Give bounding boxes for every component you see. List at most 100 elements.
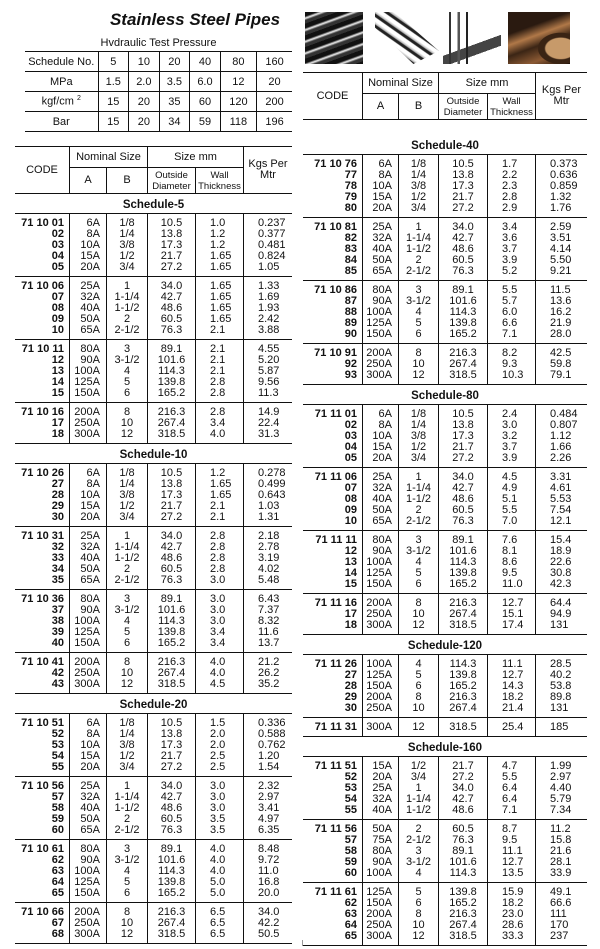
- table-cell: 101.6: [449, 856, 477, 868]
- table-cell: 2.5: [210, 750, 226, 762]
- table-cell: 5.5: [502, 771, 518, 783]
- outside-diameter-column: 139.8 165.2 216.3 267.4 318.5: [438, 883, 487, 945]
- table-cell: 4: [415, 658, 422, 670]
- schedule-section: Schedule-40 71 10 76 77 78 79 80 6A 8A 10A 15A 20A…: [303, 135, 587, 385]
- outside-diameter-column: 89.1 101.6 114.3 139.8 165.2: [147, 340, 195, 402]
- code-column: 71 10 01 02 03 04 05: [15, 214, 69, 276]
- table-cell: 38: [51, 615, 64, 627]
- pipe-bundle-photo: [305, 12, 363, 64]
- row-group: 71 11 26 27 28 29 30 100A 125A 150A 200A 250A 4 5 6 8…: [303, 654, 587, 717]
- code-column: 71 10 86 87 88 89 90: [303, 281, 362, 343]
- table-cell: 53: [51, 739, 64, 751]
- table-cell: 150A: [74, 637, 100, 649]
- table-cell: 1-1/4: [405, 232, 432, 244]
- table-cell: 125A: [366, 317, 392, 329]
- table-cell: 114.3: [158, 865, 185, 877]
- table-cell: 4.5: [210, 678, 226, 690]
- row-group: 71 11 61 62 63 64 65 125A 150A 200A 250A 300A 5 6 8 1…: [303, 882, 587, 946]
- pressure-row-label: MPa: [25, 71, 98, 92]
- table-cell: 40: [51, 637, 64, 649]
- table-cell: 2.2: [502, 169, 518, 181]
- header-wall-thickness: Wall Thickness: [195, 167, 243, 193]
- table-cell: 5: [415, 669, 422, 681]
- cell-text: 1.5: [105, 75, 121, 88]
- nominal-b-column: 8 10 12: [106, 903, 147, 943]
- cell-text: 3.5: [166, 75, 183, 88]
- table-cell: 34.0: [452, 221, 474, 233]
- table-cell: 1/2: [410, 191, 427, 203]
- table-cell: 150A: [366, 578, 392, 590]
- schedule-section: Schedule-160 71 11 51 52 53 54 55 15A 20A 25A 32A…: [303, 737, 587, 946]
- table-cell: 12: [51, 354, 64, 366]
- table-cell: 16.8: [258, 876, 280, 888]
- cell-text: 60: [198, 95, 212, 108]
- table-cell: 66.6: [550, 897, 572, 909]
- table-cell: 150A: [366, 897, 392, 909]
- table-cell: 3.7: [502, 441, 518, 453]
- cell-text: 10: [137, 55, 150, 68]
- table-cell: 165.2: [449, 897, 477, 909]
- wall-thickness-column: 8.7 9.5 11.1 12.7 13.5: [487, 820, 535, 882]
- pressure-row-label: Bar: [25, 111, 98, 132]
- table-cell: 6: [415, 680, 422, 692]
- kgs-per-mtr-column: 1.99 2.97 4.40 5.79 7.34: [535, 757, 587, 819]
- table-cell: 50.5: [258, 928, 280, 940]
- table-cell: 8A: [86, 228, 100, 240]
- table-cell: 6.5: [210, 928, 226, 940]
- table-cell: 71 10 81: [314, 221, 357, 233]
- table-cell: 12.7: [502, 856, 524, 868]
- schedule-title: Schedule-5: [122, 199, 185, 211]
- table-cell: 8: [123, 656, 131, 668]
- wall-thickness-column: 3.0 3.0 3.0 3.4 3.4: [195, 590, 243, 652]
- table-cell: 10.5: [452, 158, 474, 170]
- table-cell: 2.8: [210, 387, 226, 399]
- table-cell: 1/8: [119, 217, 135, 229]
- schedule-title: Schedule-20: [119, 699, 188, 711]
- code-column: 71 11 56 57 58 59 60: [303, 820, 362, 882]
- outside-diameter-column: 318.5: [438, 718, 487, 736]
- table-cell: 12.7: [502, 669, 524, 681]
- outside-diameter-column: 34.0 42.7 48.6 60.5 76.3: [147, 777, 195, 839]
- table-cell: 52: [344, 771, 357, 783]
- table-cell: 267.4: [449, 608, 477, 620]
- table-cell: 62: [344, 897, 357, 909]
- table-cell: 4.0: [210, 854, 226, 866]
- table-cell: 76.3: [452, 834, 474, 846]
- table-cell: 71 11 26: [314, 658, 357, 670]
- cell-text: 200: [265, 95, 284, 108]
- table-cell: 8.6: [502, 556, 518, 568]
- outside-diameter-column: 10.5 13.8 17.3 21.7 27.2: [438, 155, 487, 217]
- table-cell: 114.3: [449, 306, 477, 318]
- table-cell: 17.3: [452, 430, 474, 442]
- table-cell: 1.93: [258, 302, 280, 314]
- table-cell: 34.0: [452, 782, 474, 794]
- table-cell: 2-1/2: [114, 824, 140, 836]
- table-cell: 21.7: [160, 500, 183, 512]
- table-cell: 0.643: [258, 489, 286, 501]
- nominal-b-column: 1/8 1/4 3/8 1/2 3/4: [106, 714, 147, 776]
- table-cell: 4: [123, 365, 131, 377]
- table-cell: 10: [412, 702, 425, 714]
- table-cell: 250A: [74, 917, 100, 929]
- pressure-value: 80: [219, 51, 257, 72]
- nominal-a-column: 25A 32A 40A 50A 65A: [69, 777, 106, 839]
- table-cell: 8.7: [502, 823, 518, 835]
- table-cell: 10A: [372, 180, 392, 192]
- table-header: CODE Nominal Size Size mm Kgs Per Mtr A B Outs…: [303, 72, 587, 120]
- table-cell: 71 10 16: [21, 406, 64, 418]
- table-cell: 6.5: [210, 906, 226, 918]
- table-cell: 2.1: [210, 365, 226, 377]
- pressure-value: 59: [189, 111, 221, 132]
- table-cell: 1/2: [410, 441, 427, 453]
- table-cell: 12: [120, 428, 134, 440]
- table-cell: 2.8: [210, 406, 226, 418]
- table-cell: 2.1: [210, 343, 226, 355]
- table-cell: 250A: [366, 608, 392, 620]
- cell-text: 5: [110, 55, 117, 68]
- table-cell: 2.26: [550, 452, 572, 464]
- table-cell: 3.4: [210, 637, 226, 649]
- cell-text: 20: [168, 55, 181, 68]
- wall-thickness-column: 25.4: [487, 718, 535, 736]
- table-cell: 2.18: [258, 530, 280, 542]
- table-cell: 1/4: [410, 419, 427, 431]
